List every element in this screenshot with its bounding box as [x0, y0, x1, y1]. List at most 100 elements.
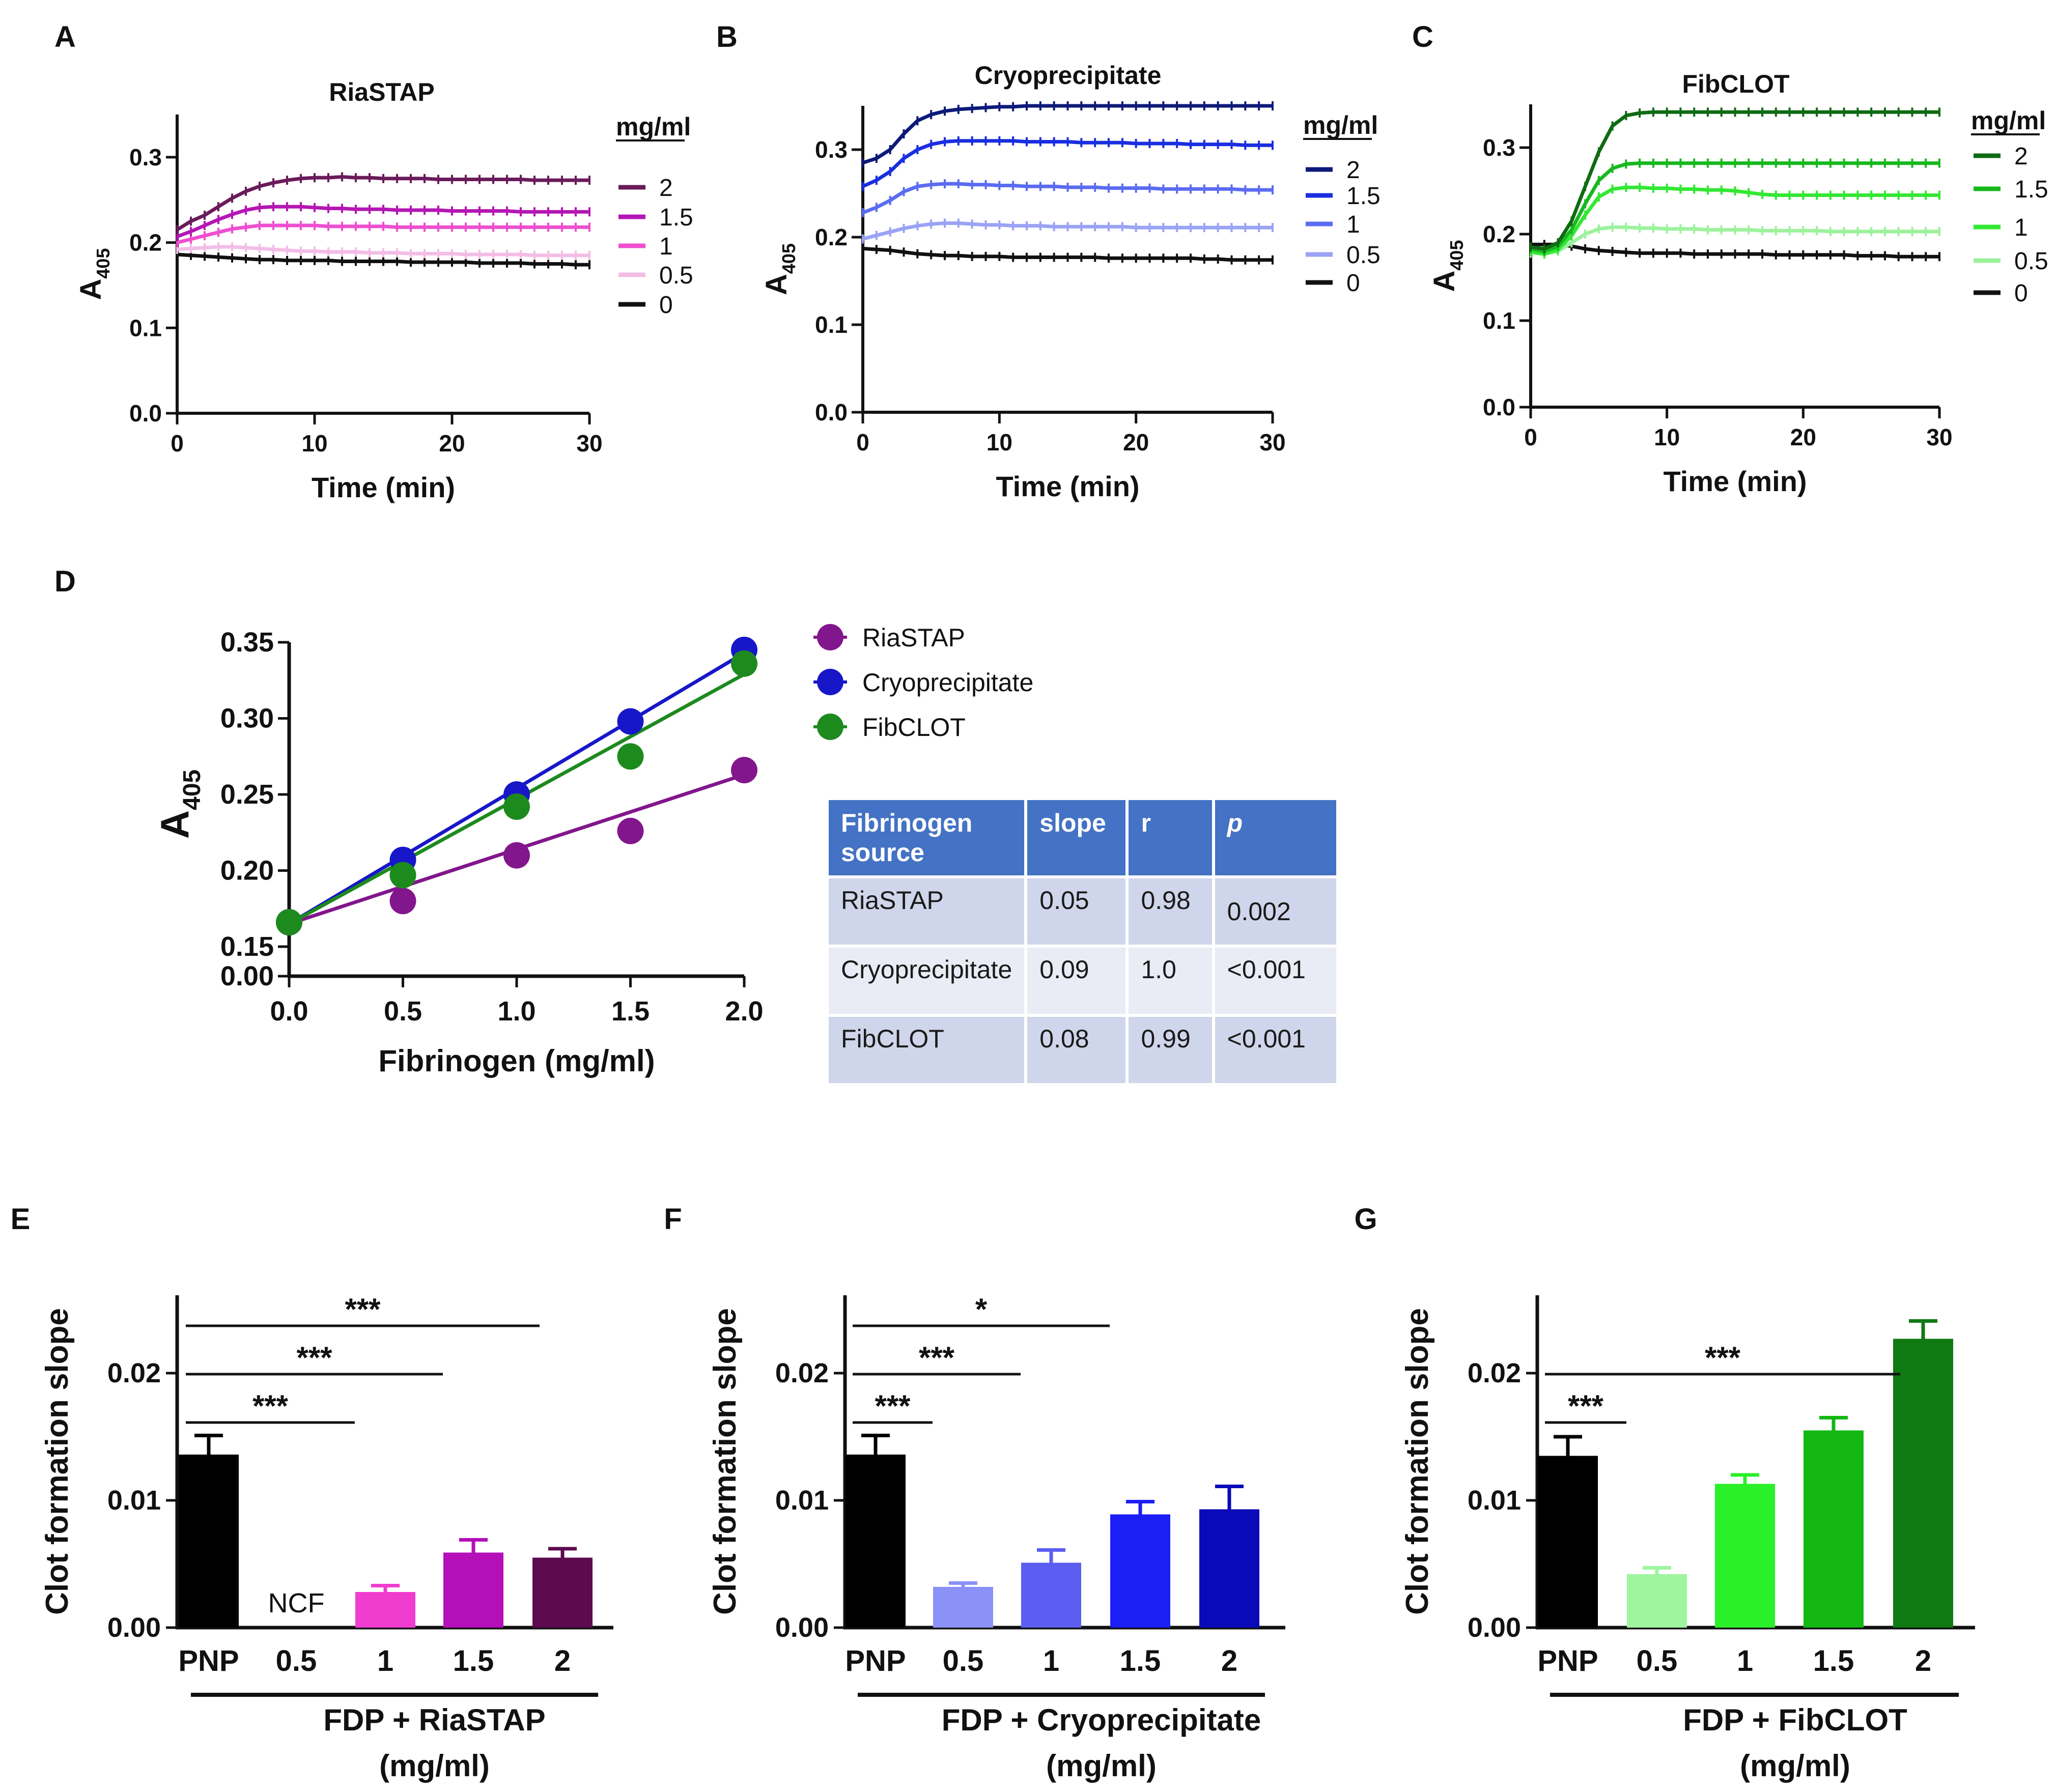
table-cell: 0.98	[1129, 878, 1212, 945]
x-tick-label: 2	[554, 1644, 571, 1677]
chart-panel-E: 0.00 0.01 0.02 Clot formation slope PNP NCF 0.…	[40, 1292, 613, 1783]
y-tick-label: 0.1	[129, 315, 162, 341]
table-header-row: Fibrinogen source slope r p	[829, 800, 1336, 875]
y-tick-label: 0.02	[107, 1358, 161, 1388]
x-tick-label: 2	[1221, 1644, 1237, 1677]
group-label: FDP + RiaSTAP	[323, 1703, 545, 1737]
y-tick-label: 0.01	[107, 1485, 161, 1516]
x-tick-label: 1	[1043, 1644, 1059, 1677]
legend-swatch-dot	[817, 714, 843, 740]
y-axis-label: Clot formation slope	[40, 1308, 75, 1615]
y-tick-label: 0.3	[815, 136, 848, 163]
table-header-r: r	[1129, 800, 1212, 875]
y-tick-label: 0.30	[220, 703, 274, 734]
x-tick-label: 30	[576, 430, 602, 457]
y-tick-label: 0.00	[1468, 1612, 1521, 1643]
y-tick-label: 0.3	[129, 144, 162, 170]
bar-1.5	[443, 1552, 503, 1628]
panel-letter-E: E	[11, 1203, 31, 1236]
legend-label: 2	[2014, 143, 2028, 170]
table-cell: Cryoprecipitate	[829, 948, 1025, 1014]
y-tick-label: 0.00	[107, 1612, 161, 1643]
legend-label: 1	[2014, 214, 2028, 241]
x-tick-label: 2	[1915, 1644, 1931, 1677]
data-point-Cryoprecipitate	[617, 708, 644, 735]
subscript-405: 405	[179, 770, 206, 810]
x-axis-label: Time (min)	[996, 470, 1139, 502]
significance-label: ***	[875, 1389, 911, 1423]
y-tick-label: 0.01	[1468, 1485, 1521, 1516]
bar-1	[355, 1592, 415, 1628]
table-header-source: Fibrinogen source	[829, 800, 1025, 875]
x-tick-label: 0.5	[384, 996, 422, 1027]
panel-letter-A: A	[54, 20, 76, 53]
legend-label: 0.5	[659, 262, 693, 289]
table-cell: 0.09	[1027, 948, 1126, 1014]
significance-label: ***	[919, 1341, 955, 1375]
x-tick-label: 1	[377, 1644, 393, 1677]
table-cell: 1.0	[1129, 948, 1212, 1014]
legend-label: 1.5	[1346, 183, 1381, 210]
x-tick-label: 2.0	[725, 996, 763, 1027]
legend-label: 1.5	[2014, 176, 2048, 203]
panel-letter-C: C	[1412, 20, 1433, 53]
y-tick-label: 0.0	[129, 400, 162, 426]
data-point-RiaSTAP	[731, 757, 757, 784]
x-tick-label: 1.5	[611, 996, 650, 1027]
significance-label: ***	[345, 1292, 381, 1326]
table-row: RiaSTAP 0.05 0.98 0.002	[829, 878, 1336, 945]
bar-PNP	[1538, 1456, 1598, 1628]
table-header-slope: slope	[1027, 800, 1126, 875]
x-tick-label: 0.5	[943, 1644, 984, 1677]
data-point-RiaSTAP	[503, 842, 530, 869]
significance-label: ***	[1705, 1341, 1741, 1375]
legend-label: 2	[659, 175, 673, 202]
y-axis-label: A405	[760, 243, 799, 295]
series-line-2	[862, 104, 1273, 165]
y-axis-label: A405	[152, 770, 206, 839]
x-tick-label: 20	[1123, 429, 1149, 456]
data-point-FibCLOT	[389, 862, 416, 889]
y-tick-label: 0.20	[220, 856, 274, 886]
data-point-FibCLOT	[503, 793, 530, 820]
bar-2	[1893, 1339, 1953, 1628]
bar-1.5	[1110, 1514, 1170, 1628]
axis-label-text: A405	[74, 248, 114, 300]
table-cell: RiaSTAP	[829, 878, 1025, 945]
x-tick-label: 0.0	[270, 996, 308, 1027]
y-tick-label: 0.2	[815, 224, 848, 250]
significance-label: ***	[252, 1389, 289, 1423]
y-tick-label: 0.2	[129, 230, 162, 256]
panel-letter-F: F	[664, 1203, 682, 1236]
x-tick-label: 0	[1524, 424, 1537, 450]
series-line-1_5	[862, 139, 1273, 188]
chart-panel-D: 0.000.15 0.20 0.25 0.30 0.35 0.0 0.5 1.0 1.5 2.0 F…	[220, 623, 1033, 1078]
group-unit-label: (mg/ml)	[379, 1749, 490, 1783]
legend-label: 0	[1346, 270, 1360, 297]
legend-swatch-dot	[817, 669, 843, 695]
x-tick-label: 20	[439, 430, 465, 457]
y-tick-label: 0.1	[815, 311, 848, 338]
legend-title: mg/ml	[1303, 111, 1378, 139]
y-tick-label: 0.0	[815, 399, 848, 425]
y-tick-label: 0.1	[1483, 307, 1515, 334]
x-tick-label: PNP	[845, 1644, 906, 1677]
bar-0.5	[933, 1587, 993, 1628]
data-point-RiaSTAP	[617, 817, 644, 844]
x-tick-label: 0	[856, 429, 869, 456]
data-point-FibCLOT	[617, 743, 644, 770]
y-tick-label: 0.2	[1483, 221, 1515, 247]
legend-title: mg/ml	[1971, 106, 2046, 135]
series-line-1	[1530, 185, 1939, 256]
significance-label: *	[975, 1292, 988, 1326]
table-cell: 0.002	[1215, 878, 1336, 945]
bar-PNP	[179, 1455, 239, 1628]
x-tick-label: 0.5	[1637, 1644, 1678, 1677]
group-unit-label: (mg/ml)	[1740, 1749, 1850, 1783]
chart-title: FibCLOT	[1682, 70, 1789, 98]
fit-stats-table: Fibrinogen source slope r p RiaSTAP 0.05…	[826, 797, 1339, 1086]
x-tick-label: 30	[1259, 429, 1285, 456]
legend-label: 0.5	[1346, 242, 1381, 269]
table-cell: FibCLOT	[829, 1017, 1025, 1083]
